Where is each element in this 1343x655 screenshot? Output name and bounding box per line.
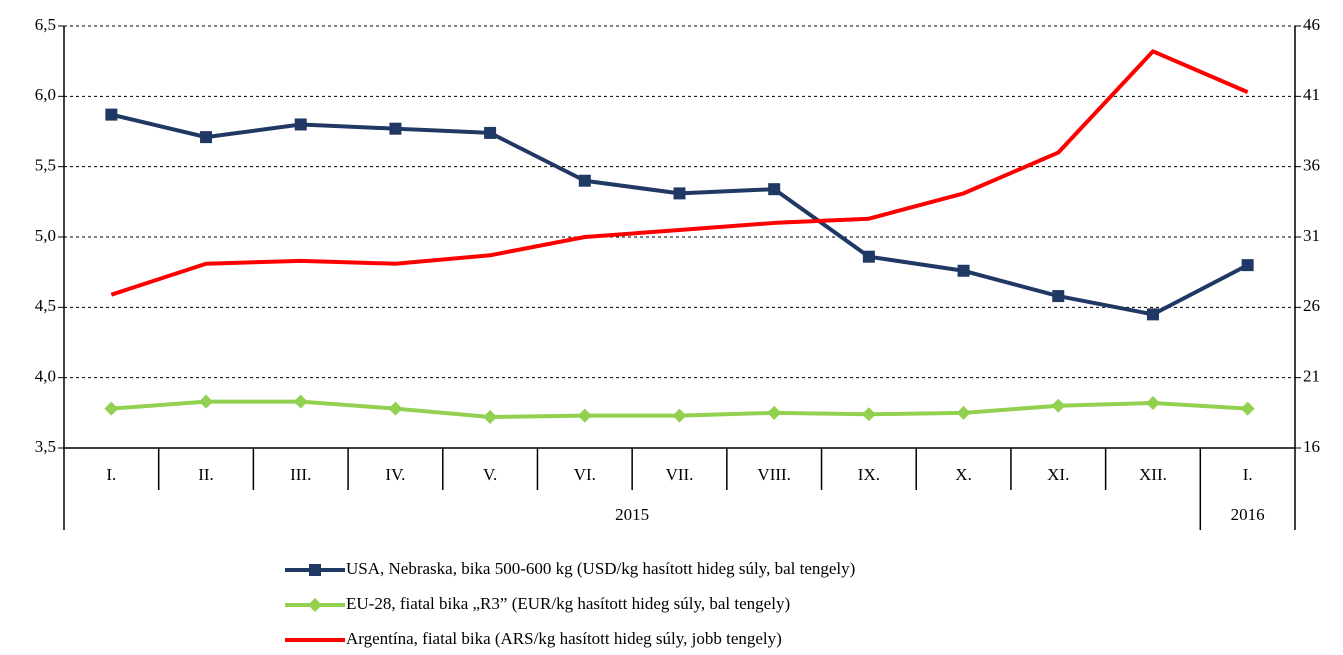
legend-marker xyxy=(309,564,321,576)
point-marker xyxy=(1241,259,1254,272)
point-marker xyxy=(768,183,781,196)
point-marker xyxy=(767,405,782,420)
y-tick-label: 4,5 xyxy=(35,296,56,315)
point-marker xyxy=(200,131,213,144)
point-marker xyxy=(389,122,402,135)
series-line xyxy=(110,49,1249,297)
point-marker xyxy=(484,126,497,139)
y2-tick-label: 21 xyxy=(1303,367,1320,386)
x-tick-label: II. xyxy=(198,465,214,484)
point-marker xyxy=(673,187,686,200)
point-marker xyxy=(104,401,119,416)
x-tick-label: X. xyxy=(955,465,972,484)
x-tick-label: I. xyxy=(1243,465,1253,484)
y2-tick-label: 36 xyxy=(1303,156,1320,175)
point-marker xyxy=(293,394,308,409)
point-marker xyxy=(862,250,875,263)
year-label: 2015 xyxy=(615,505,649,524)
x-tick-label: XI. xyxy=(1047,465,1069,484)
point-marker xyxy=(672,408,687,423)
x-tick-label: III. xyxy=(290,465,311,484)
y2-tick-label: 31 xyxy=(1303,226,1320,245)
point-marker xyxy=(1146,308,1159,321)
x-tick-label: IX. xyxy=(858,465,880,484)
point-marker xyxy=(1240,401,1255,416)
legend-marker xyxy=(308,598,322,612)
legend-label: EU-28, fiatal bika „R3” (EUR/kg hasított… xyxy=(346,594,790,613)
legend-label: USA, Nebraska, bika 500-600 kg (USD/kg h… xyxy=(346,559,855,578)
y2-tick-label: 16 xyxy=(1303,437,1320,456)
point-marker xyxy=(199,394,214,409)
y-tick-label: 6,5 xyxy=(35,15,56,34)
point-marker xyxy=(861,407,876,422)
x-tick-label: V. xyxy=(483,465,497,484)
point-marker xyxy=(1052,290,1065,303)
series-line xyxy=(110,112,1249,317)
y-tick-label: 5,5 xyxy=(35,156,56,175)
x-tick-label: IV. xyxy=(385,465,405,484)
y-tick-label: 6,0 xyxy=(35,85,56,104)
y2-tick-label: 46 xyxy=(1303,15,1320,34)
y2-tick-label: 26 xyxy=(1303,296,1320,315)
point-marker xyxy=(294,118,307,131)
point-marker xyxy=(483,410,498,425)
year-label: 2016 xyxy=(1231,505,1265,524)
x-tick-label: VIII. xyxy=(757,465,791,484)
point-marker xyxy=(105,108,118,121)
y-tick-label: 4,0 xyxy=(35,367,56,386)
point-marker xyxy=(577,408,592,423)
x-tick-label: VI. xyxy=(574,465,596,484)
point-marker xyxy=(1145,395,1160,410)
y2-tick-label: 41 xyxy=(1303,85,1320,104)
point-marker xyxy=(388,401,403,416)
y-tick-label: 3,5 xyxy=(35,437,56,456)
x-tick-label: VII. xyxy=(666,465,694,484)
point-marker xyxy=(578,174,591,187)
x-tick-label: XII. xyxy=(1139,465,1167,484)
point-marker xyxy=(956,405,971,420)
point-marker xyxy=(957,264,970,277)
legend-label: Argentína, fiatal bika (ARS/kg hasított … xyxy=(346,629,782,648)
x-tick-label: I. xyxy=(106,465,116,484)
y-tick-label: 5,0 xyxy=(35,226,56,245)
point-marker xyxy=(1051,398,1066,413)
